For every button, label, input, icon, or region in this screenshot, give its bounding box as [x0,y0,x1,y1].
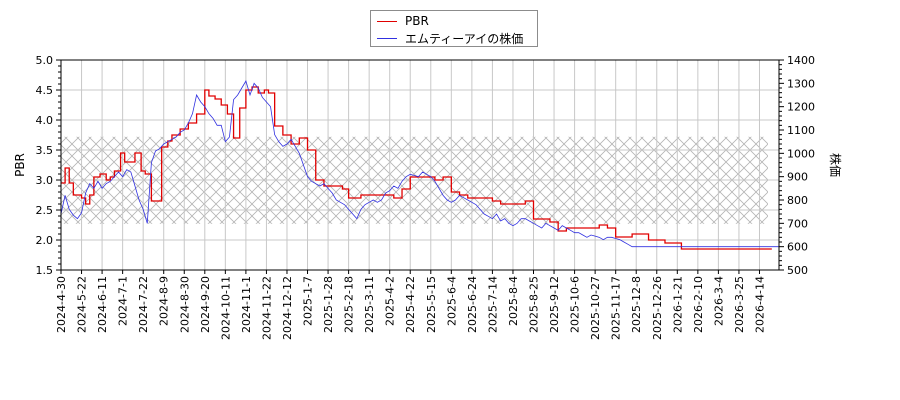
legend: PBR エムティーアイの株価 [370,10,538,47]
x-tick-label: 2025-1-7 [302,276,315,326]
x-tick-label: 2025-2-18 [343,276,356,333]
right-tick-label: 600 [787,241,808,254]
left-tick-label: 1.5 [36,264,54,277]
x-tick-label: 2025-8-25 [528,276,541,333]
pbr-line [61,86,772,250]
x-tick-label: 2024-10-11 [219,276,232,340]
legend-label: PBR [405,14,429,28]
x-tick-label: 2024-11-22 [260,276,273,340]
x-axis: 2024-4-30 2024-5-22 2024-6-11 2024-7-1 2024-… [55,270,766,340]
x-tick-label: 2025-5-15 [425,276,438,333]
stock-price-line [60,79,779,248]
x-tick-label: 2025-12-8 [630,276,643,333]
legend-label: エムティーアイの株価 [405,31,524,46]
x-tick-label: 2025-4-2 [384,276,397,326]
left-y-axis: 1.5 2.0 2.5 3.0 3.5 4.0 4.5 5.0 [36,54,61,277]
x-tick-label: 2024-4-30 [55,276,68,333]
legend-item-stock-price: エムティーアイの株価 [377,30,523,46]
left-tick-label: 2.5 [36,204,54,217]
x-tick-label: 2024-5-22 [76,276,89,333]
x-tick-label: 2026-4-14 [753,276,766,333]
x-tick-label: 2025-8-4 [507,276,520,326]
x-tick-label: 2025-11-17 [610,276,623,340]
x-tick-label: 2025-12-26 [651,276,664,340]
x-tick-label: 2025-3-11 [363,276,376,333]
x-tick-label: 2024-6-11 [96,276,109,333]
right-tick-label: 800 [787,194,808,207]
x-tick-label: 2024-9-20 [199,276,212,333]
right-tick-label: 1100 [787,124,815,137]
data-series [60,79,779,250]
plot-frame [60,59,780,271]
left-tick-label: 3.5 [36,144,54,157]
legend-swatch-blue [377,37,397,39]
right-tick-label: 1400 [787,54,815,67]
x-tick-label: 2026-3-4 [712,276,725,326]
x-tick-label: 2025-6-24 [466,276,479,333]
left-tick-label: 4.5 [36,84,54,97]
x-tick-label: 2025-1-28 [322,276,335,333]
x-tick-label: 2025-10-27 [589,276,602,340]
left-tick-label: 5.0 [36,54,54,67]
x-tick-label: 2026-3-25 [733,276,746,333]
x-tick-label: 2025-9-12 [548,276,561,333]
left-tick-label: 3.0 [36,174,54,187]
x-tick-label: 2025-4-22 [404,276,417,333]
x-tick-label: 2024-8-9 [158,276,171,326]
legend-item-pbr: PBR [377,13,429,29]
left-tick-label: 4.0 [36,114,54,127]
x-tick-label: 2025-6-4 [445,276,458,326]
left-axis-title: PBR [13,153,27,177]
right-tick-label: 700 [787,217,808,230]
x-tick-label: 2024-11-1 [240,276,253,333]
right-tick-label: 1000 [787,147,815,160]
right-axis-title: 株価 [828,153,843,177]
x-tick-label: 2026-2-10 [692,276,705,333]
x-tick-label: 2024-12-12 [281,276,294,340]
legend-swatch-red [377,20,397,22]
x-tick-label: 2024-7-1 [117,276,130,326]
x-tick-label: 2026-1-21 [671,276,684,333]
right-tick-label: 1200 [787,101,815,114]
right-tick-label: 900 [787,171,808,184]
x-tick-label: 2024-7-22 [137,276,150,333]
x-tick-label: 2024-8-30 [178,276,191,333]
x-tick-label: 2025-7-14 [486,276,499,333]
x-tick-label: 2025-10-6 [569,276,582,333]
right-tick-label: 1300 [787,77,815,90]
right-tick-label: 500 [787,264,808,277]
left-tick-label: 2.0 [36,234,54,247]
right-y-axis: 500 600 700 800 900 1000 1100 1200 1300 1400 [779,54,815,277]
